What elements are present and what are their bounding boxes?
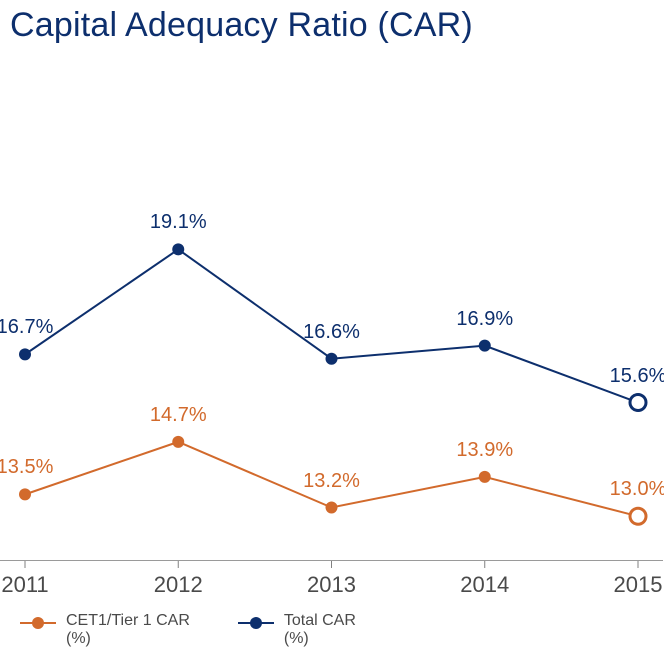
x-axis-label: 2015 [593,572,664,598]
x-axis-rule [0,560,663,561]
legend-marker [20,615,56,631]
x-axis-label: 2013 [287,572,377,598]
series-marker [172,243,184,255]
legend-label: CET1/Tier 1 CAR (%) [66,612,190,649]
series-marker-open [630,508,646,524]
point-label: 14.7% [133,404,223,427]
series-marker-open [630,395,646,411]
legend-marker [238,615,274,631]
point-label: 16.6% [287,321,377,344]
x-axis-label: 2011 [0,572,70,598]
series-marker [326,353,338,365]
point-label: 13.2% [287,470,377,493]
series-marker [172,436,184,448]
series-marker [479,471,491,483]
series-marker [19,488,31,500]
chart-root: Capital Adequacy Ratio (CAR) CET1/Tier 1… [0,0,664,667]
point-label: 15.6% [593,365,664,388]
legend-item: CET1/Tier 1 CAR (%) [20,612,190,649]
point-label: 16.9% [440,308,530,331]
legend-item: Total CAR (%) [238,612,356,649]
series-marker [479,340,491,352]
series-marker [19,348,31,360]
series-marker [326,502,338,514]
point-label: 13.5% [0,456,70,479]
point-label: 13.9% [440,439,530,462]
point-label: 19.1% [133,211,223,234]
legend-label: Total CAR (%) [284,612,356,649]
x-axis-label: 2012 [133,572,223,598]
point-label: 13.0% [593,478,664,501]
point-label: 16.7% [0,316,70,339]
x-axis-label: 2014 [440,572,530,598]
chart-legend: CET1/Tier 1 CAR (%) Total CAR (%) [20,612,356,649]
